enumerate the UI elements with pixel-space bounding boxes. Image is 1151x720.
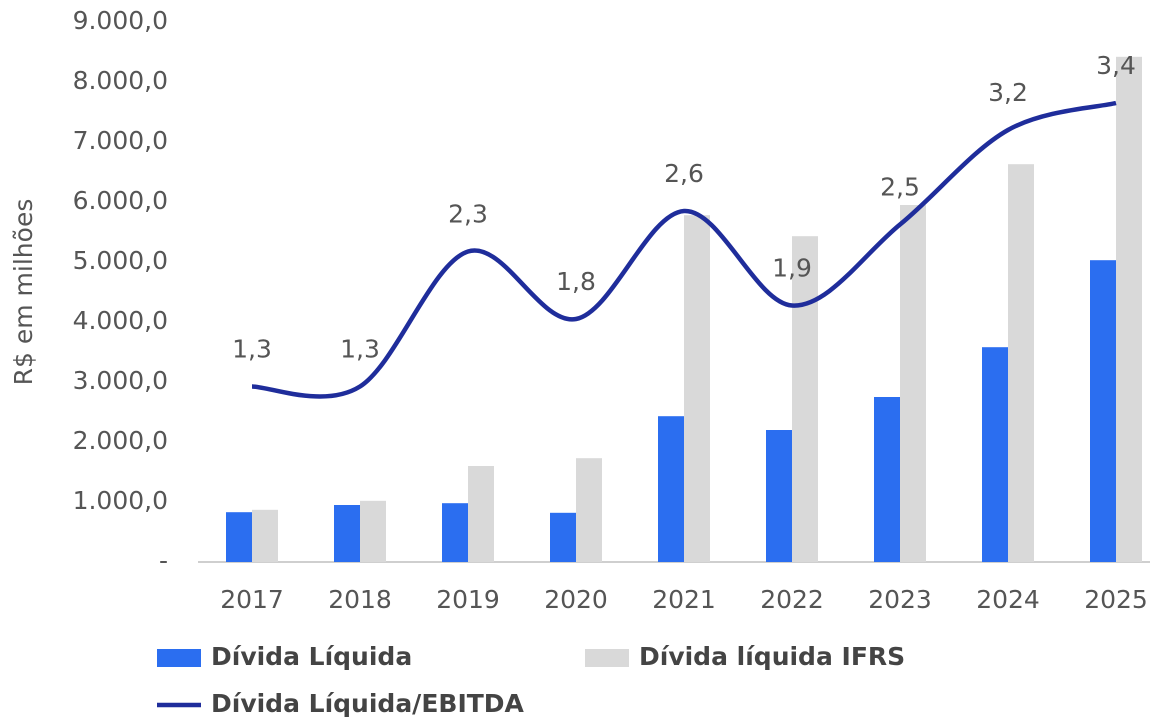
bar [1116, 56, 1142, 563]
x-tick-label: 2020 [544, 585, 608, 614]
y-tick-label: 5.000,0 [73, 246, 168, 275]
data-label: 1,8 [556, 267, 596, 296]
data-label: 1,3 [340, 335, 380, 364]
y-tick-label: 3.000,0 [73, 366, 168, 395]
data-label: 2,3 [448, 200, 488, 229]
y-tick-label: 7.000,0 [73, 126, 168, 155]
y-tick-label: 9.000,0 [73, 6, 168, 35]
x-tick-label: 2018 [328, 585, 392, 614]
data-label: 3,4 [1096, 51, 1136, 80]
x-tick-label: 2019 [436, 585, 500, 614]
x-tick-label: 2017 [220, 585, 284, 614]
legend-label: Dívida Líquida/EBITDA [211, 689, 525, 718]
bar [252, 509, 278, 562]
bar [334, 505, 360, 562]
y-axis-label: R$ em milhões [9, 199, 38, 386]
bar [1090, 260, 1116, 562]
line [251, 100, 1117, 399]
bar [1008, 164, 1034, 562]
legend-label: Dívida líquida IFRS [639, 642, 905, 671]
bar [766, 430, 792, 562]
data-label: 3,2 [988, 78, 1028, 107]
x-tick-label: 2022 [760, 585, 824, 614]
data-label: 1,9 [772, 254, 812, 283]
bar [900, 205, 926, 562]
data-label: 1,3 [232, 335, 272, 364]
bar [550, 512, 576, 562]
x-tick-label: 2025 [1084, 585, 1148, 614]
bar [792, 236, 818, 562]
legend-label: Dívida Líquida [211, 642, 412, 671]
x-tick-label: 2021 [652, 585, 716, 614]
bar [982, 347, 1008, 562]
bar [360, 500, 386, 562]
y-tick-label: 4.000,0 [73, 306, 168, 335]
legend-swatch [157, 649, 201, 667]
y-tick-label: 8.000,0 [73, 66, 168, 95]
data-label: 2,5 [880, 173, 920, 202]
legend-swatch [585, 649, 629, 667]
bar [874, 397, 900, 562]
bar [468, 466, 494, 562]
data-label: 2,6 [664, 159, 704, 188]
bar [658, 416, 684, 562]
bar [576, 458, 602, 562]
y-tick-label: 6.000,0 [73, 186, 168, 215]
x-tick-label: 2024 [976, 585, 1040, 614]
bar [226, 512, 252, 562]
y-tick-label: 1.000,0 [73, 486, 168, 515]
x-tick-label: 2023 [868, 585, 932, 614]
bar [442, 503, 468, 562]
y-tick-label: 2.000,0 [73, 426, 168, 455]
y-tick-label: - [159, 546, 168, 575]
bar [684, 215, 710, 562]
